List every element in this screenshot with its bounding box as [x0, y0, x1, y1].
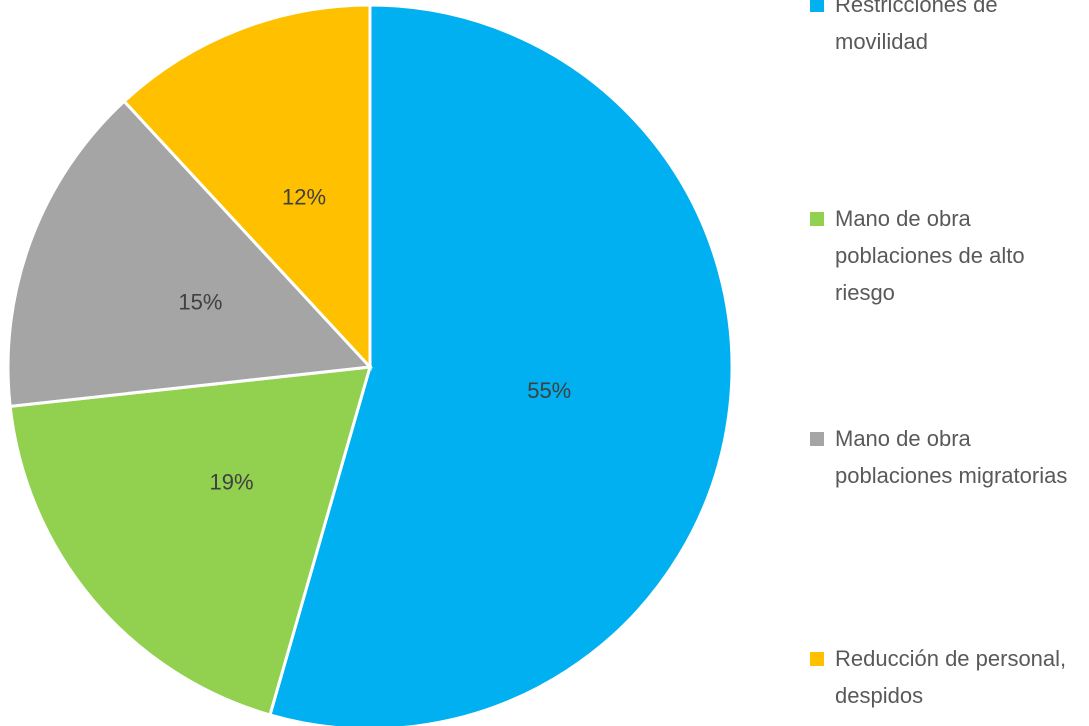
- legend-label: Reducción de personal, despidos: [835, 646, 1067, 708]
- pie-slice: [8, 365, 373, 717]
- legend-item: Reducción de personal, despidos: [810, 640, 1080, 714]
- legend-swatch: [810, 652, 824, 666]
- pie-slice: [268, 3, 734, 726]
- legend-swatch: [810, 0, 824, 12]
- data-label: 55%: [527, 378, 571, 403]
- pie-slice: [122, 3, 372, 371]
- legend-item: Mano de obra poblaciones migratorias: [810, 420, 1080, 494]
- legend-item: Mano de obra poblaciones de alto riesgo: [810, 200, 1080, 311]
- legend-swatch: [810, 212, 824, 226]
- data-label: 19%: [210, 469, 254, 494]
- pie-slice: [6, 99, 374, 408]
- legend-label: Restricciones de movilidad: [835, 0, 998, 54]
- legend-item: Restricciones de movilidad: [810, 0, 1080, 60]
- pie: 55% 19% 15% 12%: [6, 3, 734, 726]
- data-label: 12%: [282, 184, 326, 209]
- legend-label: Mano de obra poblaciones migratorias: [835, 426, 1068, 488]
- legend-label: Mano de obra poblaciones de alto riesgo: [835, 206, 1025, 305]
- data-label: 15%: [178, 289, 222, 314]
- legend-swatch: [810, 432, 824, 446]
